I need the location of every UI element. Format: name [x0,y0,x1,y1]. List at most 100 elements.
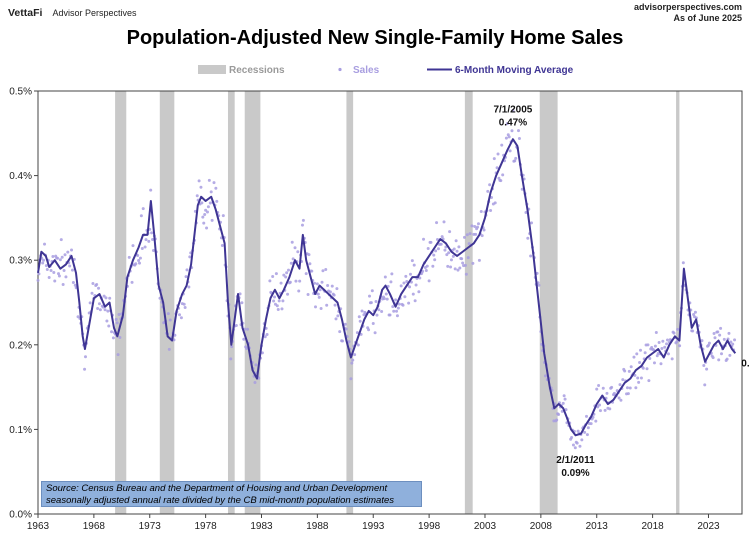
chart-axes: 0.0% 0.1% 0.2% 0.3% 0.4% 0.5% 1963 1968 1973 1978… [9,87,743,532]
sales-point [49,269,53,272]
sales-point [395,314,399,318]
sales-point [676,327,680,331]
sales-point [37,272,41,276]
sales-point [499,179,503,183]
sales-point [526,236,530,240]
sales-point [234,323,238,327]
sales-point [151,248,155,252]
sales-point [448,230,452,234]
sales-point [286,292,290,296]
sales-point [336,314,340,318]
sales-point [702,363,706,367]
sales-point [712,332,716,336]
sales-point [460,257,464,261]
sales-point [596,405,600,409]
sales-point [571,443,575,447]
legend-recessions-swatch [198,65,226,74]
sales-point [205,210,209,214]
sales-point [524,211,528,215]
sales-point [220,244,224,247]
sales-point [147,239,151,243]
sales-point [265,332,269,336]
sales-point [293,246,297,250]
sales-point [280,307,284,311]
y-tick-label-4: 0.4% [9,171,32,182]
sales-point [442,220,446,224]
sales-point [426,247,430,251]
recession-band-1 [159,91,175,514]
sales-point [307,253,311,257]
source-note: Source: Census Bureau and the Department… [41,481,422,507]
sales-point [605,391,609,395]
legend: Recessions Sales 6-Month Moving Average [198,65,574,76]
sales-point [83,367,87,371]
sales-point [272,299,276,303]
sales-point [360,309,364,313]
sales-point [185,268,189,272]
sales-point [635,352,639,356]
sales-point [707,341,711,345]
sales-point [691,329,695,333]
sales-point [486,189,490,193]
sales-point [583,430,587,434]
sales-point [36,278,40,282]
sales-point [580,438,584,442]
sales-point [576,429,580,433]
sales-point [440,235,444,239]
sales-point [608,407,612,411]
sales-point [229,357,233,361]
annotation-peak-value: 0.47% [499,117,527,128]
sales-point [284,275,288,279]
sales-point [358,319,362,323]
sales-point [141,207,145,211]
site-url[interactable]: advisorperspectives.com [633,2,742,12]
plot-frame [37,90,743,515]
sales-point [317,295,321,299]
sales-point [661,339,665,343]
sales-point [641,366,645,370]
sales-point [639,348,642,352]
x-tick-label-5: 1988 [306,521,329,532]
sales-point [392,309,396,313]
sales-point [388,313,392,317]
sales-point [179,316,183,320]
sales-point [215,199,219,203]
sales-point [316,292,320,296]
sales-point [395,309,399,313]
sales-point [618,383,622,387]
sales-point [493,201,497,205]
sales-point [480,234,484,238]
sales-point [60,255,64,259]
sales-point [733,338,737,342]
x-tick-label-10: 2013 [586,521,609,532]
sales-point [647,379,651,383]
sales-point [507,135,511,139]
sales-point [700,339,704,343]
sales-point [517,137,521,141]
sales-point [703,383,707,387]
sales-point [326,284,330,288]
sales-point [43,242,47,246]
sales-point [666,352,670,356]
sales-point [209,190,213,194]
sales-point [98,308,102,312]
sales-point [139,214,143,218]
sales-point [385,297,389,301]
sales-point [212,181,216,185]
sales-point [586,426,590,430]
sales-point [495,166,499,170]
sales-point [529,254,533,258]
sales-point [41,261,45,265]
sales-point [394,298,398,302]
recession-band-6 [539,91,558,514]
sales-point [97,286,101,290]
sales-point [407,301,411,305]
sales-point [464,272,468,276]
as-of-date: As of June 2025 [673,13,742,23]
sales-point [95,282,99,286]
recession-band-4 [346,91,354,514]
sales-point [585,433,589,437]
sales-point [433,258,437,262]
sales-point [408,285,412,289]
sales-point [56,256,60,260]
